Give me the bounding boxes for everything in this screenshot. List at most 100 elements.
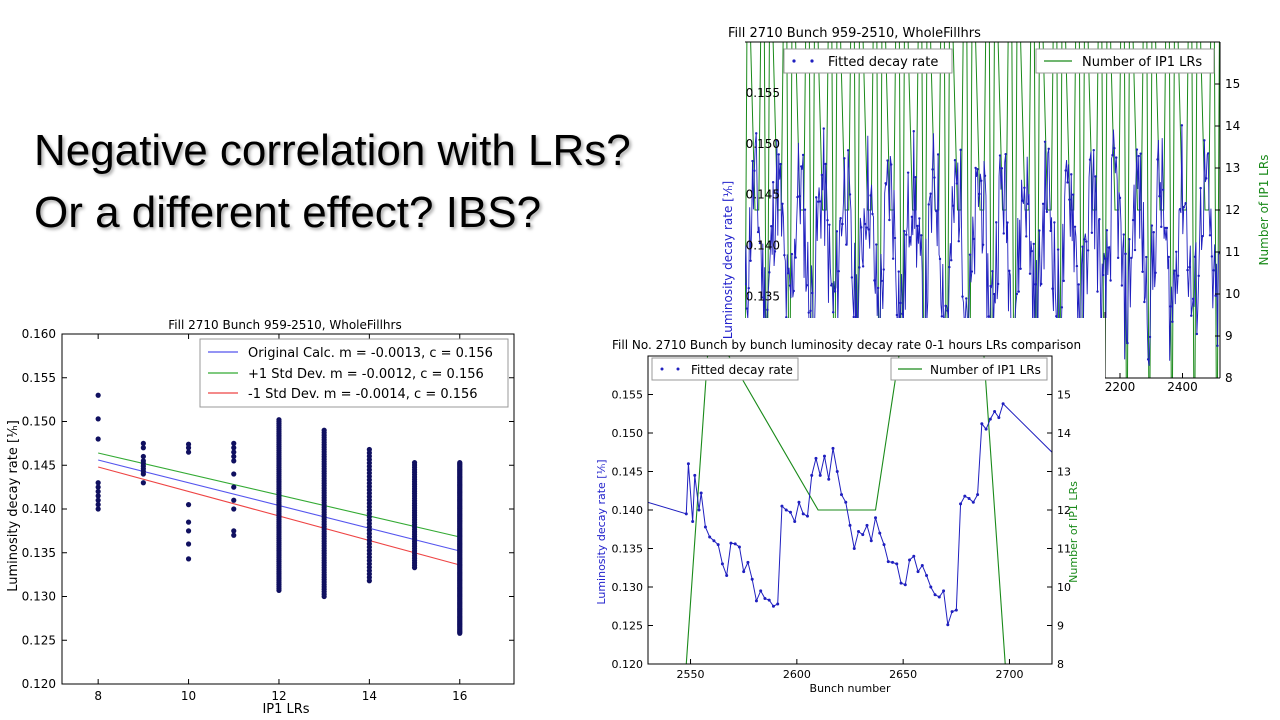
decay-point — [1026, 202, 1030, 206]
scatter-ytick-label: 0.140 — [22, 502, 56, 516]
decay-point — [968, 253, 972, 256]
decay-point — [760, 296, 764, 299]
decay-point — [848, 523, 852, 527]
scatter-point — [231, 453, 237, 460]
decay-point — [779, 162, 782, 166]
decay-point — [1208, 234, 1212, 237]
decay-point — [903, 229, 906, 233]
decay-point — [747, 286, 750, 290]
decay-point — [938, 257, 942, 261]
decay-point — [1094, 175, 1097, 178]
decay-point — [1141, 270, 1144, 273]
zoom-ytick-label: 0.130 — [612, 581, 644, 594]
decay-point — [786, 272, 790, 275]
decay-point — [818, 200, 822, 203]
decay-point — [1049, 229, 1052, 233]
decay-point — [1176, 274, 1180, 277]
zoom-ytick-label: 0.125 — [612, 620, 644, 633]
scatter-point — [95, 416, 101, 422]
scatter-chart-ylabel: Luminosity decay rate [¹⁄ₕ] — [6, 420, 21, 592]
decay-point — [686, 462, 690, 466]
scatter-point — [231, 484, 237, 490]
decay-point — [766, 308, 769, 312]
decay-point — [816, 200, 820, 203]
scatter-point — [231, 440, 237, 446]
decay-point — [788, 284, 792, 287]
decay-point — [916, 570, 920, 574]
decay-point — [839, 216, 842, 220]
decay-point — [805, 284, 809, 287]
decay-point — [1062, 279, 1065, 283]
decay-point — [753, 169, 756, 172]
decay-point — [1216, 344, 1219, 347]
decay-point — [1139, 152, 1142, 155]
decay-point — [997, 416, 1001, 420]
scatter-point — [231, 445, 237, 451]
scatter-point — [95, 493, 101, 499]
decay-point — [965, 297, 968, 300]
decay-point — [983, 174, 987, 178]
decay-point — [980, 422, 984, 426]
decay-point — [1109, 279, 1112, 282]
decay-point — [1056, 248, 1060, 251]
decay-point — [756, 230, 760, 234]
decay-point — [927, 203, 930, 206]
decay-point — [857, 530, 861, 534]
zoom-xtick-label: 2600 — [783, 668, 811, 681]
zoom-xtick-label: 2550 — [677, 668, 705, 681]
decay-point — [848, 193, 852, 196]
scatter-point — [140, 480, 146, 486]
legend-plus-label: +1 Std Dev. m = -0.0012, c = 0.156 — [248, 367, 484, 382]
decay-point — [869, 539, 873, 543]
decay-point — [720, 562, 724, 566]
scatter-point — [95, 497, 101, 503]
top-ytick-label: 0.135 — [746, 290, 780, 304]
zoom-ytick-label: 0.120 — [612, 658, 644, 671]
decay-point — [822, 454, 826, 458]
scatter-point — [95, 484, 101, 490]
decay-point — [792, 289, 795, 293]
decay-point — [1171, 320, 1174, 324]
decay-point — [1041, 202, 1045, 206]
decay-point — [751, 159, 754, 163]
decay-point — [773, 250, 777, 253]
decay-point — [758, 241, 762, 245]
scatter-chart: Fill 2710 Bunch 959-2510, WholeFillhrs 8… — [6, 318, 515, 717]
decay-point — [908, 558, 912, 562]
decay-point — [1148, 335, 1152, 339]
scatter-point — [95, 502, 101, 508]
zoom-chart-ylabel: Luminosity decay rate [¹⁄ₕ] — [595, 459, 608, 604]
zoom-ytick-label: 0.140 — [612, 504, 644, 517]
decay-point — [763, 597, 767, 601]
decay-point — [852, 315, 855, 319]
decay-point — [1205, 177, 1208, 180]
zoom-ytick-label: 0.135 — [612, 543, 644, 556]
decay-point — [912, 130, 915, 133]
decay-point — [978, 192, 981, 196]
decay-point — [1002, 232, 1005, 235]
decay-point — [891, 257, 895, 260]
decay-point — [874, 516, 878, 520]
decay-point — [1086, 249, 1090, 252]
decay-point — [784, 508, 788, 512]
scatter-ytick-label: 0.130 — [22, 590, 56, 604]
decay-point — [893, 236, 897, 240]
decay-point — [1047, 147, 1050, 151]
decay-point — [1143, 300, 1146, 304]
decay-point — [1130, 256, 1133, 260]
decay-point — [691, 520, 695, 524]
decay-point — [1115, 156, 1118, 159]
decay-point — [1145, 255, 1148, 259]
top-ytick-label: 0.155 — [746, 86, 780, 100]
decay-point — [733, 542, 737, 546]
slide-title: Negative correlation with LRs? Or a diff… — [34, 120, 631, 244]
decay-point — [737, 545, 741, 549]
scatter-point — [185, 441, 192, 447]
decay-point — [824, 162, 827, 166]
decay-point — [916, 224, 919, 228]
decay-point — [940, 315, 944, 318]
decay-point — [933, 593, 937, 597]
decay-point — [1077, 283, 1080, 286]
legend-decay-marker — [676, 367, 680, 371]
decay-point — [745, 307, 749, 310]
